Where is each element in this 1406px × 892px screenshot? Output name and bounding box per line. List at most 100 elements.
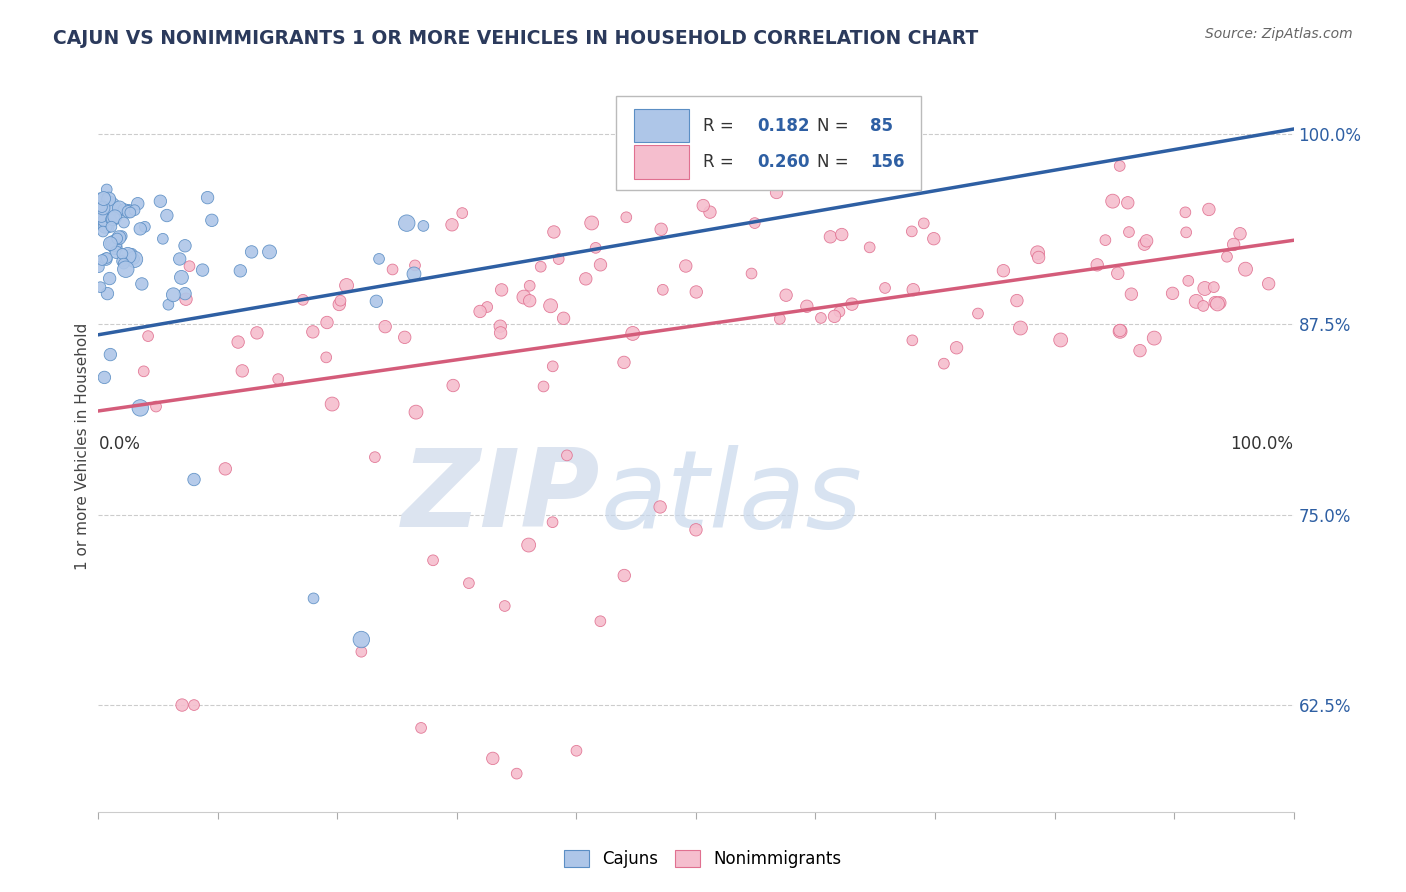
Point: [489, 326, 512, 340]
Point: [120, 205, 142, 219]
Point: [517, 538, 540, 552]
Point: [1108, 159, 1130, 173]
Point: [112, 215, 135, 229]
Point: [489, 319, 512, 334]
Point: [100, 219, 122, 234]
Point: [89, 280, 111, 294]
Point: [374, 319, 396, 334]
Point: [692, 198, 714, 212]
Point: [117, 249, 139, 263]
Point: [1109, 323, 1132, 337]
Text: 0.260: 0.260: [756, 153, 810, 171]
Point: [118, 202, 141, 217]
Point: [1175, 225, 1198, 239]
Point: [565, 744, 588, 758]
Point: [1094, 233, 1116, 247]
Point: [765, 186, 787, 200]
Point: [519, 278, 541, 293]
Point: [96, 182, 118, 196]
Point: [100, 236, 122, 251]
Point: [127, 196, 149, 211]
Point: [96, 251, 118, 265]
Point: [547, 252, 569, 266]
Point: [650, 222, 672, 236]
Point: [229, 264, 252, 278]
Point: [124, 252, 146, 267]
Point: [468, 304, 491, 318]
Point: [575, 272, 598, 286]
Point: [1229, 227, 1251, 241]
Point: [96, 204, 118, 219]
Point: [108, 230, 131, 244]
Point: [411, 721, 433, 735]
Point: [259, 244, 281, 259]
Point: [901, 334, 924, 348]
Point: [993, 263, 1015, 277]
Point: [350, 645, 373, 659]
Text: 100.0%: 100.0%: [1230, 435, 1294, 453]
Point: [90, 209, 112, 223]
Point: [335, 278, 357, 293]
Point: [1194, 281, 1216, 295]
Point: [117, 204, 139, 219]
Point: [589, 258, 612, 272]
Point: [105, 245, 128, 260]
Point: [903, 283, 925, 297]
Point: [129, 401, 152, 415]
Point: [321, 397, 343, 411]
Point: [191, 263, 214, 277]
Point: [157, 298, 180, 312]
Point: [458, 576, 481, 591]
Point: [841, 297, 863, 311]
Text: 156: 156: [870, 153, 905, 171]
Point: [405, 405, 427, 419]
Point: [1234, 262, 1257, 277]
Point: [859, 240, 882, 254]
Point: [174, 239, 197, 253]
Point: [699, 205, 721, 219]
Point: [967, 306, 990, 320]
Point: [1118, 225, 1140, 239]
Point: [98, 271, 121, 285]
Point: [613, 355, 636, 369]
Point: [149, 194, 172, 209]
Point: [402, 267, 425, 281]
FancyBboxPatch shape: [616, 96, 921, 190]
Point: [368, 252, 391, 266]
Point: [183, 473, 205, 487]
Point: [1216, 250, 1239, 264]
Point: [246, 326, 269, 340]
Point: [1177, 274, 1199, 288]
Point: [441, 378, 464, 392]
Point: [422, 553, 444, 567]
Point: [685, 523, 707, 537]
Point: [581, 216, 603, 230]
Point: [1257, 277, 1279, 291]
Point: [174, 292, 197, 306]
Point: [614, 211, 637, 225]
Point: [744, 216, 766, 230]
Point: [129, 222, 152, 236]
Point: [87, 260, 110, 274]
Point: [621, 326, 644, 341]
Point: [91, 201, 114, 215]
Point: [226, 334, 249, 349]
Point: [1116, 195, 1139, 210]
Point: [1161, 286, 1184, 301]
Point: [201, 213, 224, 227]
Point: [301, 325, 323, 339]
Point: [1107, 266, 1129, 280]
Point: [530, 260, 553, 274]
Point: [97, 219, 120, 234]
Point: [122, 252, 145, 266]
Text: 85: 85: [870, 117, 893, 135]
Point: [240, 244, 263, 259]
Point: [553, 311, 575, 326]
Point: [145, 400, 167, 414]
Point: [315, 351, 337, 365]
Point: [152, 232, 174, 246]
Legend: Cajuns, Nonimmigrants: Cajuns, Nonimmigrants: [558, 843, 848, 875]
Point: [94, 252, 117, 267]
Point: [394, 330, 416, 344]
Point: [831, 227, 853, 242]
